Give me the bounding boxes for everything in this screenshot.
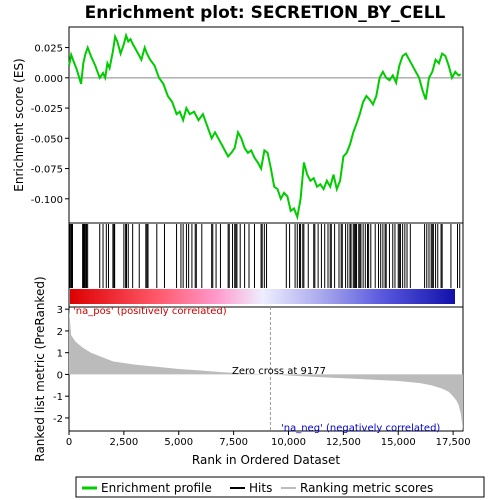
x-axis: 0 2,500 5,000 7,500 10,000 12,500 15,000 17,500 <box>66 431 471 448</box>
legend-box <box>75 476 485 498</box>
x-tick-label: 2,500 <box>110 437 139 448</box>
legend-metric-label: Ranking metric scores <box>300 481 433 495</box>
legend-hits-label: Hits <box>249 481 272 495</box>
x-tick-label: 17,500 <box>436 437 471 448</box>
metric-y-axis: 3 2 1 0 -1 -2 <box>53 305 69 425</box>
es-y-axis-label: Enrichment score (ES) <box>12 58 26 191</box>
metric-y-tick-label: 1 <box>57 349 63 360</box>
metric-y-tick-label: 3 <box>57 305 63 316</box>
hit-markers <box>69 224 461 288</box>
metric-y-tick-label: 2 <box>57 327 63 338</box>
legend-enrichment-label: Enrichment profile <box>101 481 212 495</box>
es-y-tick-label: 0.000 <box>34 74 63 85</box>
metric-y-tick-label: 0 <box>57 370 63 381</box>
hits-panel <box>68 222 464 308</box>
es-y-tick-label: 0.025 <box>34 44 63 55</box>
es-y-tick-label: -0.050 <box>31 134 63 145</box>
metric-y-tick-label: -1 <box>53 392 63 403</box>
rank-color-bar <box>70 289 455 304</box>
ranking-metric-area <box>69 309 463 431</box>
na-neg-label: 'na_neg' (negatively correlated) <box>281 423 440 434</box>
x-axis-label: Rank in Ordered Dataset <box>192 453 340 467</box>
es-y-axis: 0.025 0.000 -0.025 -0.050 -0.075 -0.100 <box>31 44 69 206</box>
na-pos-label: 'na_pos' (positively correlated) <box>73 306 227 317</box>
x-tick-label: 15,000 <box>381 437 416 448</box>
x-tick-label: 5,000 <box>164 437 193 448</box>
es-y-tick-label: -0.075 <box>31 165 63 176</box>
x-tick-label: 7,500 <box>219 437 248 448</box>
zero-cross-label: Zero cross at 9177 <box>232 366 326 377</box>
enrichment-profile-line <box>68 32 462 221</box>
x-tick-label: 10,000 <box>271 437 306 448</box>
x-tick-label: 12,500 <box>326 437 361 448</box>
metric-y-axis-label: Ranked list metric (PreRanked) <box>33 276 47 461</box>
es-y-tick-label: -0.100 <box>31 195 63 206</box>
legend: Enrichment profile Hits Ranking metric s… <box>75 476 485 498</box>
x-tick-label: 0 <box>66 437 72 448</box>
es-panel: 0.025 0.000 -0.025 -0.050 -0.075 -0.100 <box>31 26 464 224</box>
es-y-tick-label: -0.025 <box>31 104 63 115</box>
metric-panel: 3 2 1 0 -1 -2 'na_pos' (positively correlated… <box>53 305 464 434</box>
metric-y-tick-label: -2 <box>53 414 63 425</box>
chart-title: Enrichment plot: SECRETION_BY_CELL <box>85 3 446 23</box>
